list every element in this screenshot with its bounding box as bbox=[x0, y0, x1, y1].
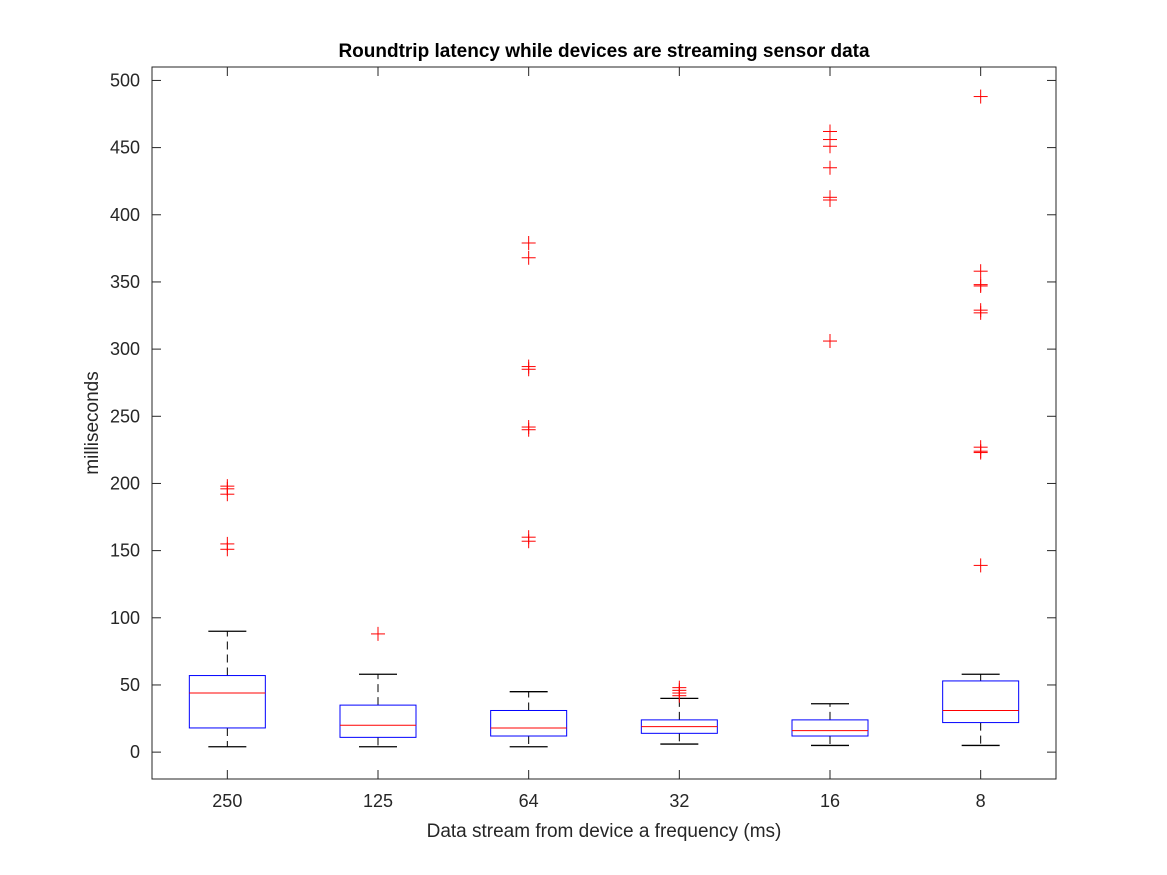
x-axis-label: Data stream from device a frequency (ms) bbox=[427, 821, 782, 842]
outlier-marker bbox=[973, 305, 988, 320]
outlier-marker bbox=[823, 139, 837, 154]
outlier-marker bbox=[973, 89, 988, 104]
box-group-8 bbox=[942, 89, 1020, 747]
y-tick-label: 200 bbox=[110, 473, 140, 493]
y-tick-label: 0 bbox=[130, 742, 140, 762]
y-tick-label: 300 bbox=[110, 339, 140, 359]
outlier-marker bbox=[823, 192, 837, 207]
outlier-marker bbox=[672, 680, 687, 695]
plot-background bbox=[152, 67, 1056, 779]
outlier-marker bbox=[220, 479, 235, 494]
chart-title: Roundtrip latency while devices are stre… bbox=[338, 41, 870, 62]
outlier-marker bbox=[973, 264, 988, 279]
plot-frame bbox=[151, 66, 1057, 780]
y-axis: 0 50 100 150 200 250 300 350 400 450 500 bbox=[110, 70, 1056, 762]
box-iqr bbox=[791, 719, 869, 737]
outlier-marker bbox=[823, 334, 837, 349]
outlier-marker bbox=[521, 534, 536, 549]
outlier-marker bbox=[521, 362, 536, 377]
x-tick-label: 125 bbox=[363, 791, 393, 811]
y-tick-label: 350 bbox=[110, 272, 140, 292]
box-iqr bbox=[490, 709, 568, 737]
outlier-marker bbox=[521, 235, 536, 250]
x-tick-label: 250 bbox=[212, 791, 242, 811]
outlier-marker bbox=[521, 422, 536, 437]
x-tick-label: 8 bbox=[976, 791, 986, 811]
box-group-32 bbox=[640, 680, 718, 745]
box-iqr bbox=[339, 704, 417, 738]
box-iqr bbox=[942, 680, 1020, 724]
x-tick-label: 32 bbox=[669, 791, 689, 811]
box-group-16 bbox=[791, 124, 869, 747]
x-tick-label: 16 bbox=[820, 791, 840, 811]
y-tick-label: 400 bbox=[110, 205, 140, 225]
chart-marks bbox=[188, 89, 1020, 748]
box-group-125 bbox=[339, 626, 417, 748]
outlier-marker bbox=[973, 278, 988, 293]
outlier-marker bbox=[973, 445, 988, 460]
outlier-marker bbox=[220, 536, 235, 551]
x-tick-label: 64 bbox=[519, 791, 539, 811]
y-tick-label: 150 bbox=[110, 541, 140, 561]
outlier-marker bbox=[521, 250, 536, 265]
outlier-marker bbox=[973, 558, 988, 573]
y-tick-label: 50 bbox=[120, 675, 140, 695]
outlier-marker bbox=[823, 160, 837, 175]
y-tick-label: 500 bbox=[110, 70, 140, 90]
y-tick-label: 450 bbox=[110, 138, 140, 158]
outlier-marker bbox=[371, 626, 385, 641]
y-axis-label: milliseconds bbox=[82, 371, 103, 474]
box-iqr bbox=[188, 675, 266, 729]
x-axis: 250 125 64 32 16 8 bbox=[212, 67, 986, 811]
box-group-250 bbox=[188, 479, 266, 748]
y-tick-label: 100 bbox=[110, 608, 140, 628]
box-group-64 bbox=[490, 235, 568, 748]
y-tick-label: 250 bbox=[110, 406, 140, 426]
